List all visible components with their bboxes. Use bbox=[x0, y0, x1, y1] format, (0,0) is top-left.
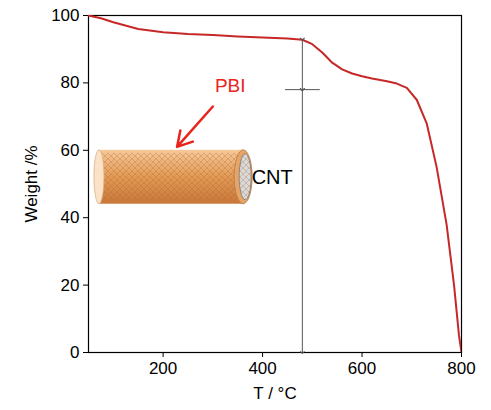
svg-text:100: 100 bbox=[51, 6, 79, 25]
svg-text:200: 200 bbox=[149, 359, 177, 378]
svg-text:20: 20 bbox=[61, 276, 80, 295]
svg-text:60: 60 bbox=[61, 141, 80, 160]
svg-text:T / °C: T / °C bbox=[253, 384, 296, 403]
svg-text:80: 80 bbox=[61, 73, 80, 92]
svg-text:Weight /%: Weight /% bbox=[22, 145, 41, 222]
svg-text:CNT: CNT bbox=[252, 166, 293, 188]
svg-text:0: 0 bbox=[70, 343, 79, 362]
svg-text:40: 40 bbox=[61, 208, 80, 227]
svg-text:800: 800 bbox=[447, 359, 475, 378]
svg-text:600: 600 bbox=[348, 359, 376, 378]
svg-text:PBI: PBI bbox=[215, 75, 246, 96]
svg-text:400: 400 bbox=[248, 359, 276, 378]
